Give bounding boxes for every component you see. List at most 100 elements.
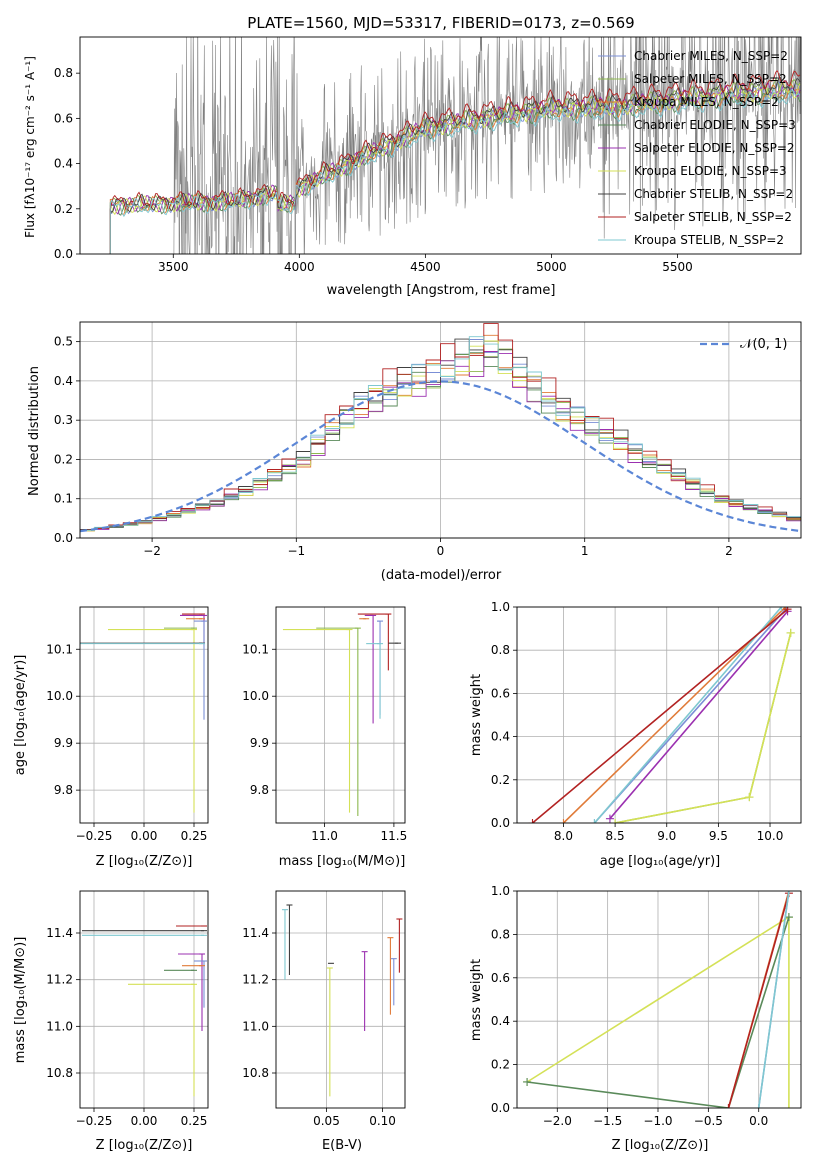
axes-frame — [79, 321, 802, 539]
x-tick-label: 3500 — [158, 260, 189, 274]
axes-frame — [275, 606, 406, 824]
legend-label: Kroupa MILES, N_SSP=2 — [634, 95, 779, 109]
observed-spectrum-line — [173, 37, 801, 254]
x-tick-label: 9.5 — [709, 829, 728, 843]
data-point — [786, 628, 795, 637]
y-tick-label: 0.8 — [54, 66, 73, 80]
x-tick-label: 11.0 — [311, 829, 338, 843]
y-tick-label: 10.0 — [46, 689, 73, 703]
mass-z-xlabel: Z [log₁₀(Z/Z⊙)] — [96, 1138, 193, 1153]
y-tick-label: 0.4 — [54, 157, 73, 171]
plot-area — [282, 613, 402, 816]
y-tick-label: 0.6 — [491, 686, 510, 700]
x-tick-label: 1 — [581, 544, 589, 558]
y-tick-label: 0.0 — [54, 531, 73, 545]
data-point — [605, 814, 614, 823]
x-tick-label: 0.0 — [749, 1114, 768, 1128]
axes-frame — [79, 890, 209, 1109]
y-tick-label: 10.1 — [46, 642, 73, 656]
data-point — [590, 819, 599, 823]
plot-area — [80, 613, 207, 813]
x-tick-label: 0.05 — [313, 1114, 340, 1128]
y-tick-label: 11.4 — [242, 926, 269, 940]
y-tick-label: 9.9 — [250, 736, 269, 750]
series-line — [757, 891, 790, 1108]
legend-label: Salpeter ELODIE, N_SSP=2 — [634, 141, 795, 155]
x-tick-label: 2 — [725, 544, 733, 558]
y-tick-label: 0.2 — [54, 202, 73, 216]
y-tick-label: 10.8 — [242, 1066, 269, 1080]
residual-histogram-panel: −2 −1 0 1 2 0.0 0.1 0.2 0.3 0.4 0.5 — [54, 321, 802, 558]
age-z-xlabel: Z [log₁₀(Z/Z⊙)] — [96, 854, 193, 869]
y-tick-label: 9.8 — [54, 783, 73, 797]
mw-age-ylabel: mass weight — [469, 674, 484, 756]
plot-area — [523, 891, 793, 1108]
x-tick-label: 0.25 — [181, 1114, 208, 1128]
y-tick-label: 10.0 — [242, 689, 269, 703]
data-point — [777, 607, 786, 611]
legend-label: 𝒩(0, 1) — [740, 337, 787, 352]
data-point — [784, 891, 793, 895]
model-spectrum-line — [109, 70, 801, 254]
mass-z-ylabel: mass [log₁₀(M/M⊙)] — [13, 937, 28, 1064]
x-tick-label: 4000 — [284, 260, 315, 274]
plot-area — [281, 904, 403, 1097]
y-tick-label: 0.0 — [491, 1101, 510, 1115]
y-tick-label: 9.8 — [250, 783, 269, 797]
data-point — [724, 1104, 733, 1108]
legend-label: Salpeter MILES, N_SSP=2 — [634, 72, 787, 86]
data-point — [783, 607, 792, 614]
series-line — [614, 632, 792, 823]
y-tick-label: 0.4 — [491, 730, 510, 744]
y-tick-label: 11.0 — [46, 1019, 73, 1033]
legend-label: Kroupa ELODIE, N_SSP=3 — [634, 164, 787, 178]
axes-frame — [79, 36, 802, 255]
y-tick-label: 10.1 — [242, 642, 269, 656]
y-tick-label: 0.2 — [54, 452, 73, 466]
series-line — [727, 892, 790, 1108]
age-vs-mass-panel: 11.0 11.5 9.8 9.9 10.0 10.1 — [242, 606, 407, 843]
data-point — [559, 819, 568, 823]
histogram-plot-area — [80, 323, 801, 533]
y-tick-label: 0.4 — [54, 374, 73, 388]
mw-age-xlabel: age [log₁₀(age/yr)] — [600, 854, 721, 869]
y-tick-label: 1.0 — [491, 884, 510, 898]
legend-label: Chabrier MILES, N_SSP=2 — [634, 49, 788, 63]
x-tick-label: 8.5 — [606, 829, 625, 843]
y-tick-label: 11.2 — [46, 973, 73, 987]
series-line — [526, 916, 790, 1108]
series-line — [609, 610, 789, 820]
histogram-xlabel: (data-model)/error — [381, 568, 502, 583]
model-spectrum-line — [109, 76, 801, 254]
x-tick-label: 8.0 — [554, 829, 573, 843]
x-tick-label: −0.5 — [694, 1114, 723, 1128]
series-line — [531, 608, 789, 823]
y-tick-label: 9.9 — [54, 736, 73, 750]
y-tick-label: 11.0 — [242, 1019, 269, 1033]
x-tick-label: −1.0 — [643, 1114, 672, 1128]
mass-weight-vs-age-panel: 8.0 8.5 9.0 9.5 10.0 0.0 0.2 0.4 0.6 0.8 1.0 — [491, 600, 802, 843]
x-tick-label: −1 — [287, 544, 305, 558]
spectrum-plot-area — [109, 37, 801, 254]
spectrum-legend: Chabrier MILES, N_SSP=2 Salpeter MILES, … — [598, 49, 796, 247]
histogram-legend: 𝒩(0, 1) — [700, 337, 787, 352]
x-tick-label: −2.0 — [543, 1114, 572, 1128]
x-tick-label: 0.00 — [131, 829, 158, 843]
x-tick-label: 5000 — [536, 260, 567, 274]
spectrum-panel: 3500 4000 4500 5000 5500 0.0 0.2 0.4 0.6 0.8 — [54, 36, 802, 274]
axes-frame — [516, 606, 802, 824]
series-line — [593, 607, 783, 823]
data-point — [784, 913, 793, 922]
x-tick-label: 9.0 — [657, 829, 676, 843]
x-tick-label: 10.0 — [757, 829, 784, 843]
x-tick-label: 0.25 — [181, 829, 208, 843]
spectrum-ylabel: Flux [fλ10⁻¹⁷ erg cm⁻² s⁻¹ A⁻¹] — [23, 56, 37, 238]
age-vs-metallicity-panel: −0.25 0.00 0.25 9.8 9.9 10.0 10.1 — [46, 606, 209, 843]
plot-area — [528, 607, 795, 823]
mw-z-xlabel: Z [log₁₀(Z/Z⊙)] — [612, 1138, 709, 1153]
mw-z-ylabel: mass weight — [469, 959, 484, 1041]
y-tick-label: 0.0 — [491, 816, 510, 830]
y-tick-label: 0.4 — [491, 1014, 510, 1028]
x-tick-label: 0.00 — [131, 1114, 158, 1128]
